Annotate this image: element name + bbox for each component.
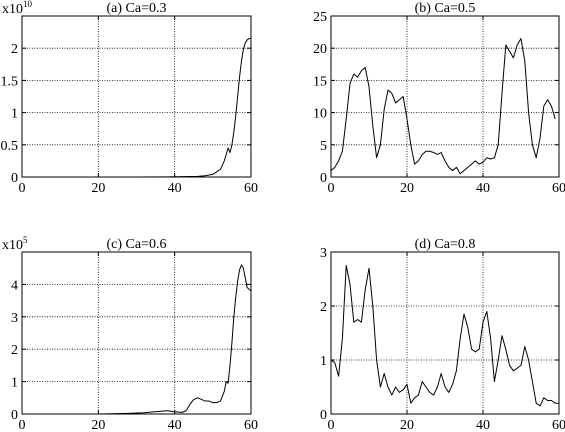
x-tick-label: 0 bbox=[328, 418, 335, 432]
x-tick-label: 20 bbox=[400, 418, 414, 432]
y-tick-label: 0 bbox=[11, 408, 18, 423]
y-tick-label: 0 bbox=[11, 171, 18, 186]
multiplier-exponent: 10 bbox=[23, 0, 33, 9]
series-line bbox=[330, 38, 556, 175]
series-line bbox=[22, 264, 252, 415]
series-line bbox=[22, 38, 251, 178]
plot-frame bbox=[21, 15, 252, 178]
x-tick-label: 60 bbox=[244, 418, 258, 432]
y-tick-label: 1 bbox=[320, 354, 327, 369]
y-axis-multiplier: x105 bbox=[2, 235, 28, 253]
y-tick-label: 15 bbox=[313, 74, 327, 89]
y-tick-label: 4 bbox=[11, 278, 18, 293]
y-axis-multiplier: x1010 bbox=[2, 0, 33, 17]
y-tick-label: 3 bbox=[11, 311, 18, 326]
x-tick-label: 20 bbox=[91, 181, 105, 196]
multiplier-exponent: 5 bbox=[23, 235, 28, 245]
x-tick-label: 40 bbox=[476, 418, 490, 432]
y-tick-label: 2 bbox=[11, 42, 18, 57]
panel-title: (d) Ca=0.8 bbox=[415, 237, 476, 252]
y-tick-label: 5 bbox=[320, 139, 327, 154]
x-tick-label: 40 bbox=[476, 181, 490, 196]
x-tick-label: 20 bbox=[400, 181, 414, 196]
plot-frame bbox=[330, 15, 560, 178]
x-tick-label: 40 bbox=[168, 418, 182, 432]
x-tick-label: 60 bbox=[552, 418, 565, 432]
y-tick-label: 1.5 bbox=[1, 74, 19, 89]
chart-panel-4: 0 20 40 60 0 1 2 3 (d) Ca=0.8 bbox=[320, 237, 565, 432]
multiplier-base: x10 bbox=[2, 238, 23, 253]
series-line bbox=[330, 265, 559, 407]
multiplier-base: x10 bbox=[2, 2, 23, 17]
y-tick-label: 25 bbox=[313, 10, 327, 25]
y-tick-label: 3 bbox=[320, 246, 327, 261]
panel-title: (c) Ca=0.6 bbox=[107, 237, 167, 252]
y-tick-label: 0.5 bbox=[1, 139, 19, 154]
x-tick-label: 0 bbox=[328, 181, 335, 196]
panel-title: (a) Ca=0.3 bbox=[107, 1, 167, 16]
x-tick-label: 60 bbox=[552, 181, 565, 196]
panel-title: (b) Ca=0.5 bbox=[415, 1, 476, 16]
plot-frame bbox=[21, 251, 252, 415]
chart-panel-3: 0 20 40 60 0 1 2 3 4 x105 (c) Ca=0.6 bbox=[2, 235, 258, 432]
x-tick-label: 20 bbox=[91, 418, 105, 432]
chart-panel-2: 0 20 40 60 0 5 10 15 20 25 (b) Ca=0.5 bbox=[313, 1, 565, 196]
x-tick-label: 60 bbox=[244, 181, 258, 196]
y-tick-label: 0 bbox=[320, 408, 327, 423]
chart-panel-1: 0 20 40 60 0 0.5 1 1.5 2 x1010 (a) Ca=0.3 bbox=[1, 0, 259, 196]
y-tick-label: 1 bbox=[11, 107, 18, 122]
plot-frame bbox=[330, 251, 560, 415]
x-tick-label: 0 bbox=[19, 181, 26, 196]
y-tick-label: 0 bbox=[320, 171, 327, 186]
x-tick-label: 0 bbox=[19, 418, 26, 432]
y-tick-label: 20 bbox=[313, 42, 327, 57]
y-tick-label: 10 bbox=[313, 107, 327, 122]
y-tick-label: 1 bbox=[11, 376, 18, 391]
y-tick-label: 2 bbox=[320, 300, 327, 315]
x-tick-label: 40 bbox=[168, 181, 182, 196]
y-tick-label: 2 bbox=[11, 343, 18, 358]
